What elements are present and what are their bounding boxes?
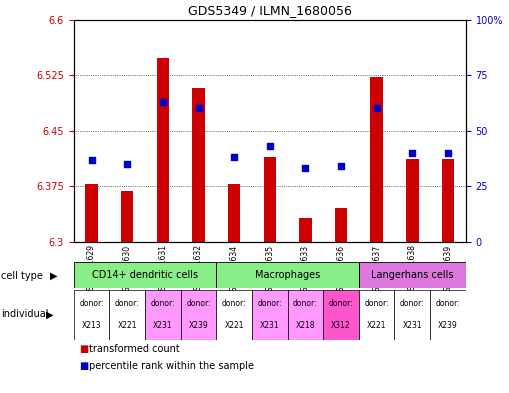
Text: donor:: donor: (151, 299, 175, 308)
Text: donor:: donor: (293, 299, 318, 308)
Point (88, 156, 96, 163)
Bar (406, 159, 418, 242)
Bar (157, 58, 169, 242)
Text: X239: X239 (438, 321, 458, 331)
Point (373, 105, 381, 112)
Text: X312: X312 (331, 321, 351, 331)
Bar (74, 290, 109, 340)
Point (444, 150, 452, 156)
Text: X231: X231 (260, 321, 279, 331)
Bar (228, 184, 240, 242)
Text: donor:: donor: (329, 299, 353, 308)
Bar (252, 290, 288, 340)
Bar (109, 290, 145, 340)
Text: CD14+ dendritic cells: CD14+ dendritic cells (92, 270, 198, 280)
Bar (323, 290, 359, 340)
Bar (264, 156, 276, 242)
Text: X213: X213 (82, 321, 101, 331)
Point (194, 105, 203, 112)
Text: X231: X231 (403, 321, 422, 331)
Text: donor:: donor: (436, 299, 460, 308)
Bar (335, 208, 347, 242)
Bar (299, 218, 312, 242)
Bar (371, 77, 383, 242)
Bar (216, 262, 359, 288)
Bar (74, 262, 216, 288)
Bar (359, 262, 466, 288)
Text: donor:: donor: (79, 299, 104, 308)
Point (159, 99, 167, 105)
Bar (394, 290, 430, 340)
Text: cell type: cell type (1, 271, 43, 281)
Bar (442, 159, 454, 242)
Text: donor:: donor: (186, 299, 211, 308)
Bar (359, 290, 394, 340)
Bar (145, 290, 181, 340)
Point (266, 143, 274, 149)
Text: Macrophages: Macrophages (255, 270, 320, 280)
Text: ▶: ▶ (50, 271, 58, 281)
Text: transformed count: transformed count (89, 343, 180, 354)
Text: Langerhans cells: Langerhans cells (371, 270, 454, 280)
Text: X221: X221 (367, 321, 386, 331)
Bar (121, 191, 133, 242)
Point (123, 161, 131, 167)
Text: ■: ■ (79, 343, 88, 354)
Bar (86, 184, 98, 242)
Title: GDS5349 / ILMN_1680056: GDS5349 / ILMN_1680056 (188, 4, 352, 17)
Bar (181, 290, 216, 340)
Text: X218: X218 (296, 321, 315, 331)
Bar (192, 88, 205, 242)
Text: donor:: donor: (115, 299, 139, 308)
Bar (288, 290, 323, 340)
Text: donor:: donor: (258, 299, 282, 308)
Text: X221: X221 (224, 321, 244, 331)
Text: ▶: ▶ (46, 309, 53, 320)
Bar (216, 290, 252, 340)
Text: X221: X221 (118, 321, 137, 331)
Text: donor:: donor: (222, 299, 246, 308)
Text: X231: X231 (153, 321, 173, 331)
Point (230, 154, 238, 160)
Point (408, 150, 416, 156)
Point (337, 163, 345, 169)
Text: percentile rank within the sample: percentile rank within the sample (89, 361, 254, 371)
Point (301, 165, 309, 172)
Text: ■: ■ (79, 361, 88, 371)
Text: X239: X239 (189, 321, 208, 331)
Text: donor:: donor: (364, 299, 389, 308)
Text: donor:: donor: (400, 299, 425, 308)
Bar (430, 290, 466, 340)
Text: individual: individual (1, 309, 48, 320)
